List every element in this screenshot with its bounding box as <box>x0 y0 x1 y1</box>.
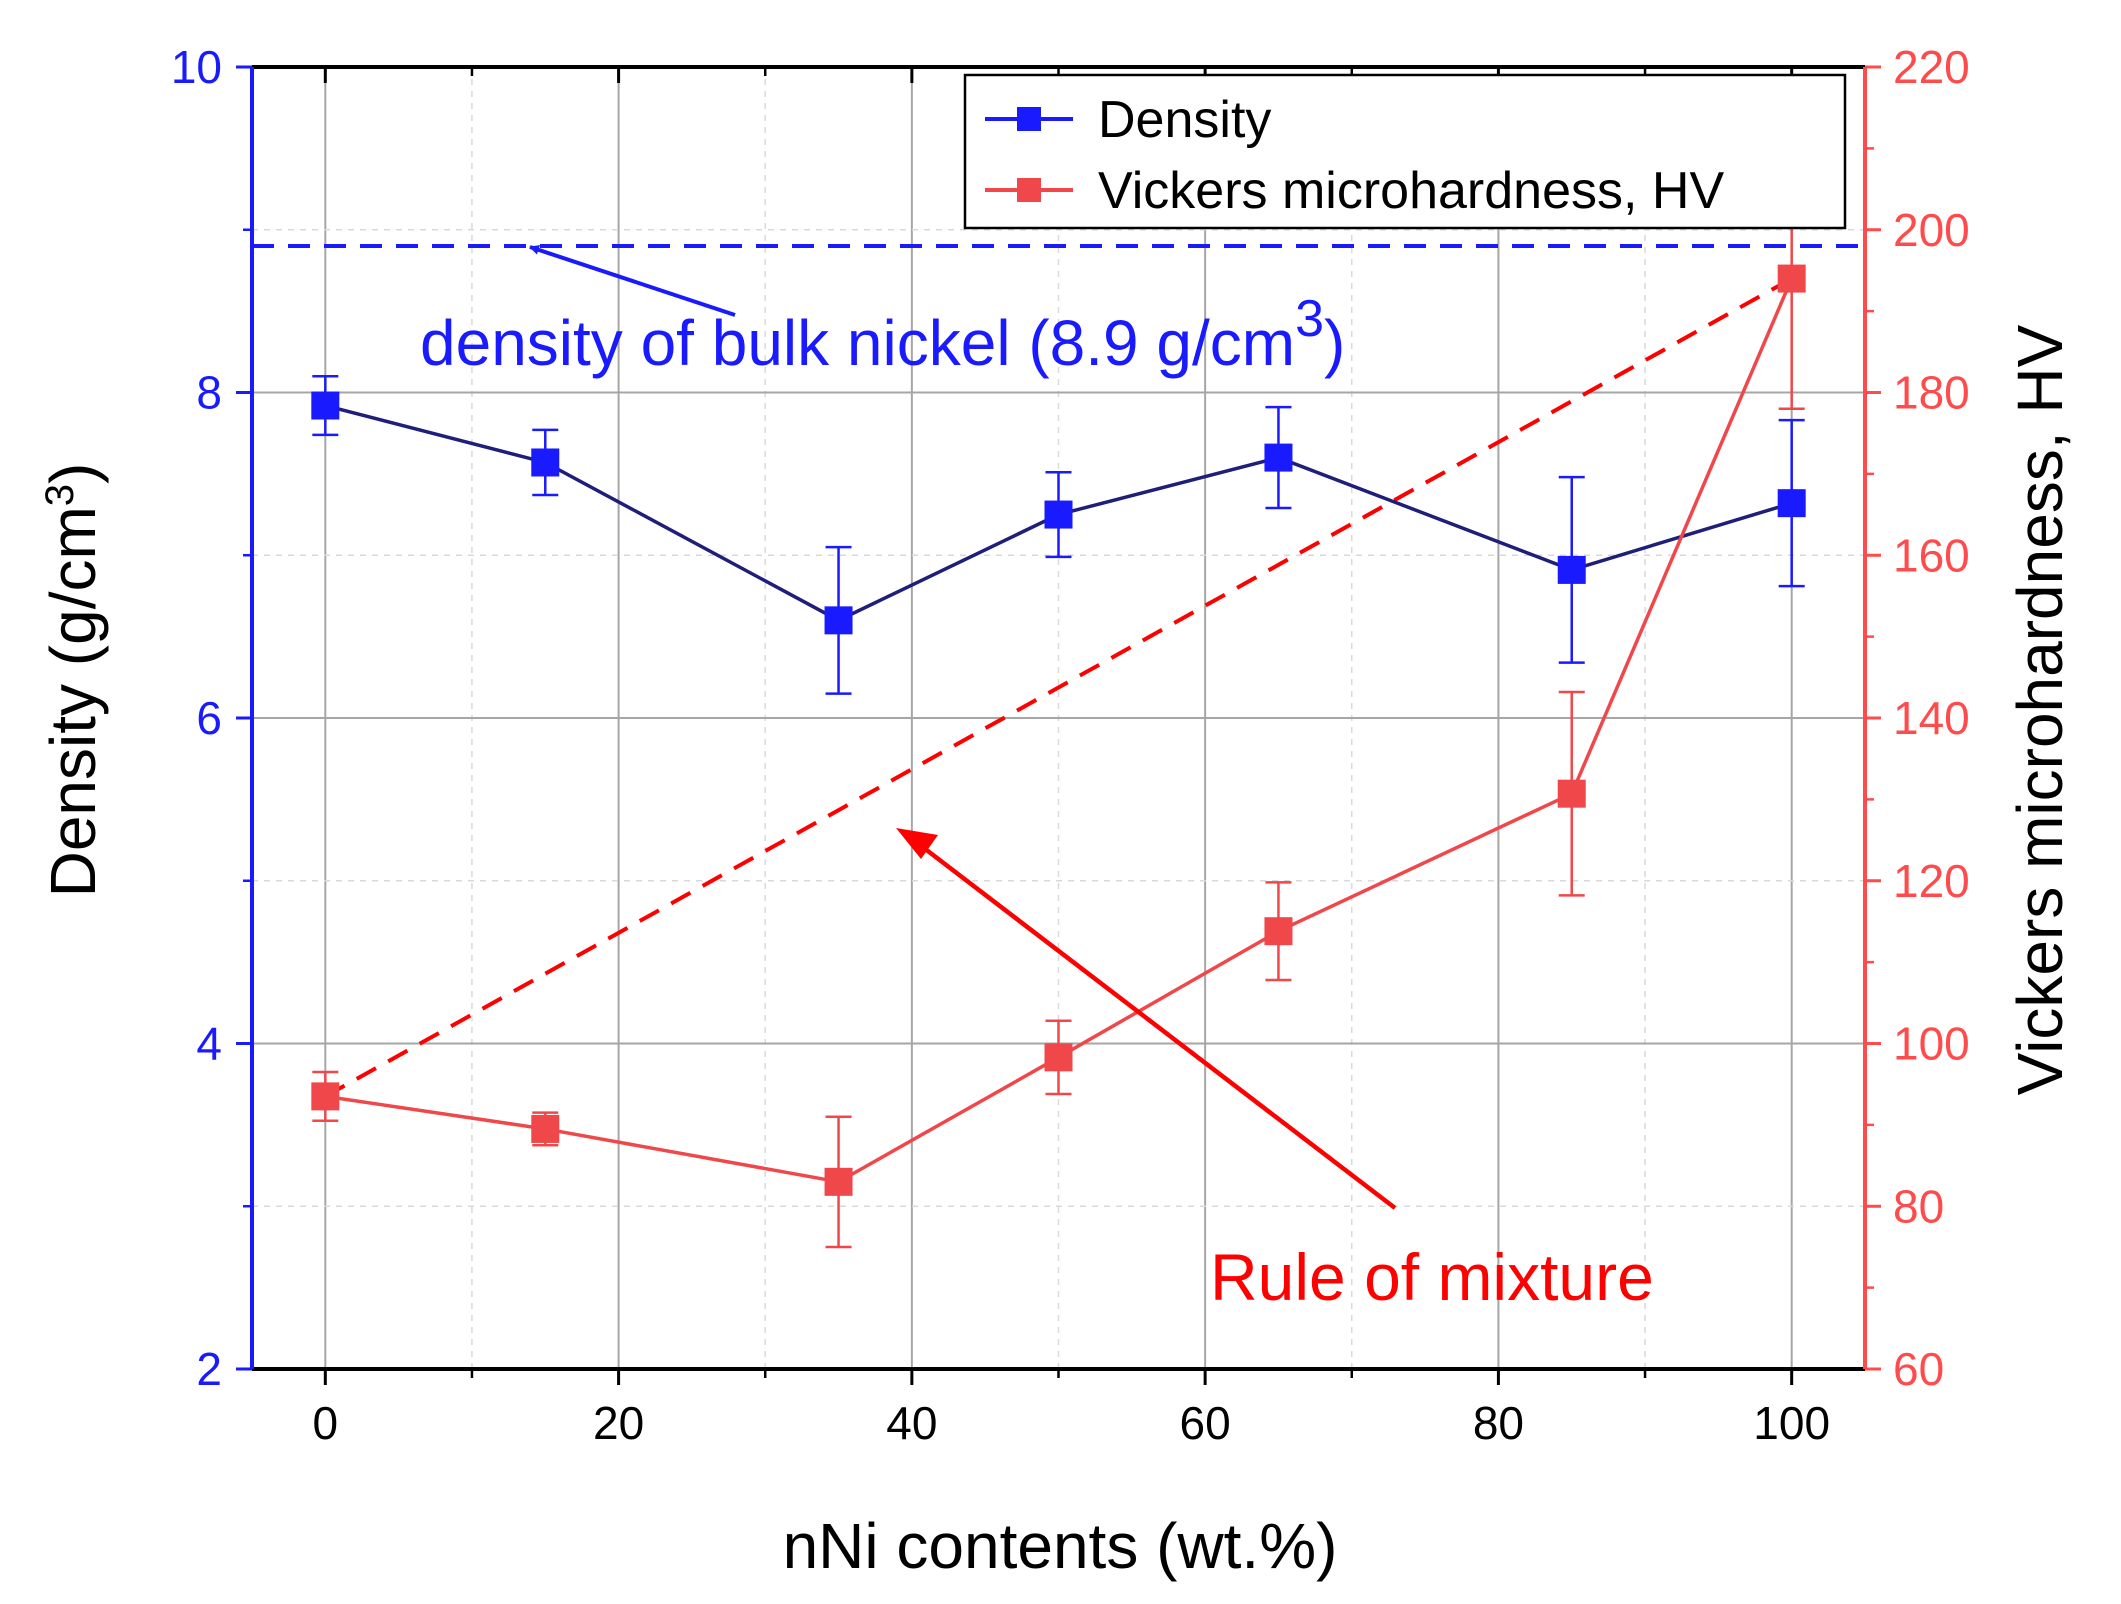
y-right-tick-label: 160 <box>1893 529 1970 581</box>
x-tick-label: 20 <box>593 1397 644 1449</box>
arrow-bulk-nickel <box>529 245 736 317</box>
trend-line-rule-of-mixture <box>324 276 1793 1099</box>
y-right-tick-label: 140 <box>1893 692 1970 744</box>
data-point-density <box>311 391 340 420</box>
legend-box <box>963 73 1847 230</box>
y-left-axis-title-sup: 3 <box>38 484 82 506</box>
reference-lines <box>252 244 1865 1099</box>
data-point-microhardness <box>311 1082 340 1111</box>
arrow-rule-of-mixture-shaft <box>918 843 1397 1210</box>
y-right-tick-label: 60 <box>1893 1343 1944 1395</box>
arrow-rule-of-mixture-head <box>896 828 938 859</box>
legend: Density Vickers microhardness, HV <box>963 73 1847 230</box>
legend-hv-label: Vickers microhardness, HV <box>1098 162 1724 220</box>
data-point-microhardness <box>1044 1043 1073 1072</box>
annotation-rule-of-mixture: Rule of mixture <box>1210 1240 1654 1314</box>
y-right-tick-label: 220 <box>1893 41 1970 93</box>
data-point-density <box>824 606 853 635</box>
legend-hv-marker <box>1017 178 1041 202</box>
x-tick-label: 100 <box>1753 1397 1830 1449</box>
data-point-microhardness <box>1264 917 1293 946</box>
x-tick-label: 40 <box>886 1397 937 1449</box>
y-left-axis-title-close: ) <box>37 463 109 484</box>
y-left-axis-title-main: Density (g/cm <box>37 506 109 897</box>
y-right-tick-label: 80 <box>1893 1180 1944 1232</box>
annotation-bulk-nickel-close: ) <box>1324 307 1345 379</box>
x-tick-label: 80 <box>1473 1397 1524 1449</box>
y-left-tick-label: 2 <box>196 1343 222 1395</box>
series <box>311 147 1806 1249</box>
legend-density-label: Density <box>1098 91 1271 149</box>
data-point-density <box>1777 489 1806 518</box>
y-right-tick-label: 100 <box>1893 1018 1970 1070</box>
data-point-density <box>1557 555 1586 584</box>
data-point-microhardness <box>531 1114 560 1143</box>
data-point-microhardness <box>1557 779 1586 808</box>
y-left-tick-label: 8 <box>196 367 222 419</box>
annotation-bulk-nickel: density of bulk nickel (8.9 g/cm3) <box>420 290 1345 379</box>
data-point-density <box>1264 443 1293 472</box>
x-tick-label: 0 <box>313 1397 339 1449</box>
y-left-tick-label: 4 <box>196 1018 222 1070</box>
legend-density-marker <box>1017 107 1041 131</box>
y-right-tick-label: 180 <box>1893 367 1970 419</box>
data-point-microhardness <box>824 1167 853 1196</box>
y-right-tick-label: 200 <box>1893 204 1970 256</box>
x-tick-label: 60 <box>1180 1397 1231 1449</box>
y-right-axis-title: Vickers microhardness, HV <box>2004 324 2076 1095</box>
x-axis-title: nNi contents (wt.%) <box>783 1510 1338 1582</box>
axes: 0 20 40 60 80 100 2 4 6 8 10 60 80 100 120 140 160 180 200… <box>171 41 1970 1449</box>
annotation-bulk-nickel-text: density of bulk nickel (8.9 g/cm <box>420 307 1295 379</box>
y-left-axis-title: Density (g/cm3) <box>37 463 109 898</box>
y-left-tick-label: 10 <box>171 41 222 93</box>
data-point-density <box>1044 500 1073 529</box>
y-left-tick-label: 6 <box>196 692 222 744</box>
y-right-tick-label: 120 <box>1893 855 1970 907</box>
annotation-bulk-nickel-sup: 3 <box>1295 290 1324 348</box>
grid <box>252 66 1865 1370</box>
data-point-microhardness <box>1777 264 1806 293</box>
data-point-density <box>531 448 560 477</box>
